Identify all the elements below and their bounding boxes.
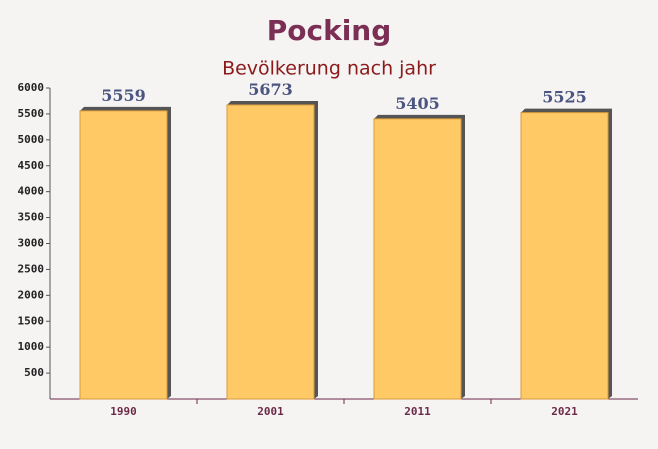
y-tick-label: 5500 [18, 107, 45, 120]
y-tick-label: 500 [24, 366, 44, 379]
bar [520, 112, 609, 400]
y-tick-label: 4500 [18, 159, 45, 172]
y-tick-label: 1500 [18, 314, 45, 327]
x-tick-label: 1990 [110, 405, 137, 418]
x-tick-label: 2021 [551, 405, 578, 418]
value-label: 5559 [101, 86, 146, 105]
y-tick-label: 3500 [18, 211, 45, 224]
y-tick-label: 3000 [18, 237, 45, 250]
y-tick-label: 2000 [18, 288, 45, 301]
x-tick-label: 2001 [257, 405, 284, 418]
bar [226, 104, 315, 400]
value-label: 5673 [248, 80, 293, 99]
chart-subtitle: Bevölkerung nach jahr [222, 58, 436, 80]
y-tick-label: 5000 [18, 133, 45, 146]
y-tick-label: 1000 [18, 340, 45, 353]
value-label: 5405 [395, 94, 440, 113]
x-tick-label: 2011 [404, 405, 431, 418]
bar [373, 118, 462, 400]
y-tick-label: 2500 [18, 262, 45, 275]
y-tick-label: 4000 [18, 185, 45, 198]
y-tick-label: 6000 [18, 81, 45, 94]
chart-title: Pocking [267, 14, 392, 47]
value-label: 5525 [542, 88, 587, 107]
bar [79, 110, 168, 400]
